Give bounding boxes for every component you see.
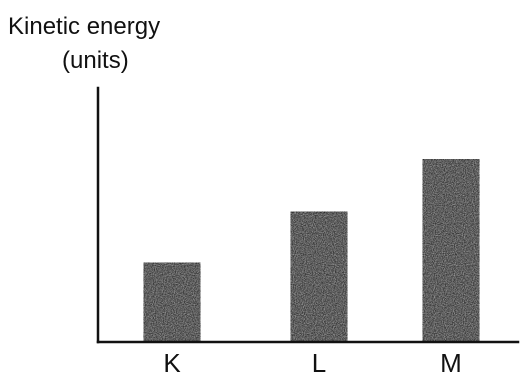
bar-l — [290, 211, 348, 343]
y-axis-label-line-2: (units) — [62, 47, 129, 74]
bars-group — [143, 158, 480, 343]
bar-m — [422, 158, 480, 343]
bar-k — [143, 262, 201, 343]
x-tick-label-m: M — [440, 348, 462, 378]
x-tick-labels: K L M — [163, 348, 462, 378]
x-tick-label-l: L — [312, 348, 326, 378]
y-axis-label-line-1: Kinetic energy — [8, 13, 160, 40]
x-tick-label-k: K — [163, 348, 181, 378]
